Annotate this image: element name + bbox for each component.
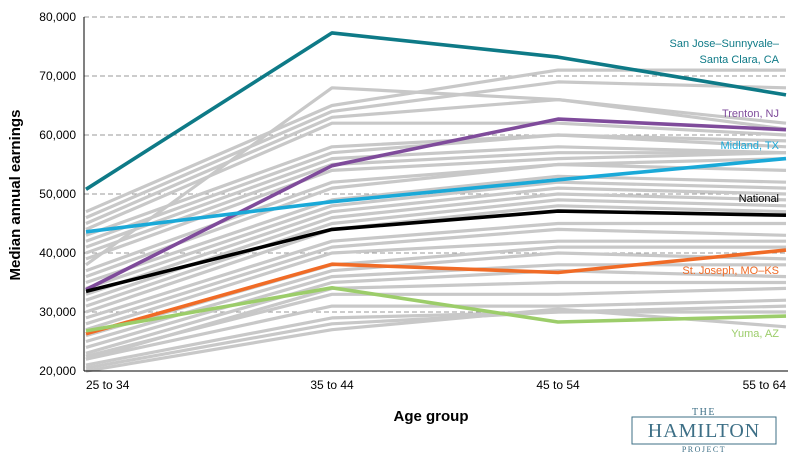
- y-tick-label: 70,000: [39, 69, 76, 83]
- x-tick-label: 35 to 44: [310, 378, 354, 392]
- x-tick-label: 45 to 54: [536, 378, 580, 392]
- y-tick-labels: 20,000 30,000 40,000 50,000 60,000 70,000 80,0…: [39, 10, 76, 378]
- axes: [83, 17, 788, 372]
- background-series-line: [85, 80, 787, 220]
- background-series-line: [85, 251, 787, 344]
- y-tick-label: 60,000: [39, 128, 76, 142]
- background-series-line: [85, 151, 787, 261]
- series-label: National: [739, 193, 779, 205]
- x-tick-label: 55 to 64: [743, 378, 787, 392]
- y-tick-label: 20,000: [39, 364, 76, 378]
- series-line: [85, 209, 787, 294]
- background-series-lines: [85, 68, 787, 373]
- y-tick-label: 30,000: [39, 305, 76, 319]
- background-series-line: [85, 239, 786, 332]
- series-line: [85, 156, 787, 234]
- series-label: Yuma, AZ: [731, 328, 779, 340]
- y-tick-label: 40,000: [39, 246, 76, 260]
- series-label: Santa Clara, CA: [700, 54, 780, 66]
- series-line: [85, 248, 787, 336]
- series-line: [85, 31, 787, 191]
- x-tick-label: 25 to 34: [86, 378, 130, 392]
- background-series-line: [85, 269, 787, 355]
- series-label: Midland, TX: [721, 140, 780, 152]
- background-series-line: [85, 204, 787, 314]
- series-line: [85, 117, 787, 292]
- background-series-line: [85, 198, 787, 308]
- y-tick-label: 80,000: [39, 10, 76, 24]
- background-series-line: [85, 145, 787, 249]
- background-series-line: [85, 180, 787, 290]
- highlighted-series-lines: [85, 31, 787, 336]
- logo-project-text: PROJECT: [682, 445, 726, 454]
- x-tick-labels: 25 to 34 35 to 44 45 to 54 55 to 64: [86, 378, 786, 392]
- background-series-line: [85, 286, 787, 358]
- background-series-line: [85, 86, 787, 267]
- y-axis-title: Median annual earnings: [7, 110, 24, 281]
- series-line: [85, 285, 787, 333]
- series-label: St. Joseph, MO–KS: [682, 265, 779, 277]
- hamilton-project-logo: THE HAMILTON PROJECT: [631, 407, 777, 454]
- x-axis-title: Age group: [394, 408, 469, 425]
- series-labels: San Jose–Sunnyvale– Santa Clara, CA Trento…: [670, 38, 780, 340]
- logo-name-text: HAMILTON: [648, 420, 760, 442]
- background-series-line: [85, 68, 786, 214]
- background-series-line: [85, 97, 787, 225]
- series-label: San Jose–Sunnyvale–: [670, 38, 780, 50]
- series-label: Trenton, NJ: [722, 108, 779, 120]
- background-series-line: [85, 304, 787, 367]
- logo-frame: [631, 416, 777, 445]
- background-series-line: [85, 186, 787, 296]
- background-series-line: [85, 151, 786, 255]
- y-tick-label: 50,000: [39, 187, 76, 201]
- logo-the-text: THE: [692, 407, 716, 418]
- background-series-line: [85, 221, 786, 320]
- background-series-line: [85, 263, 786, 349]
- background-series-line: [85, 227, 787, 326]
- background-series-line: [85, 174, 787, 285]
